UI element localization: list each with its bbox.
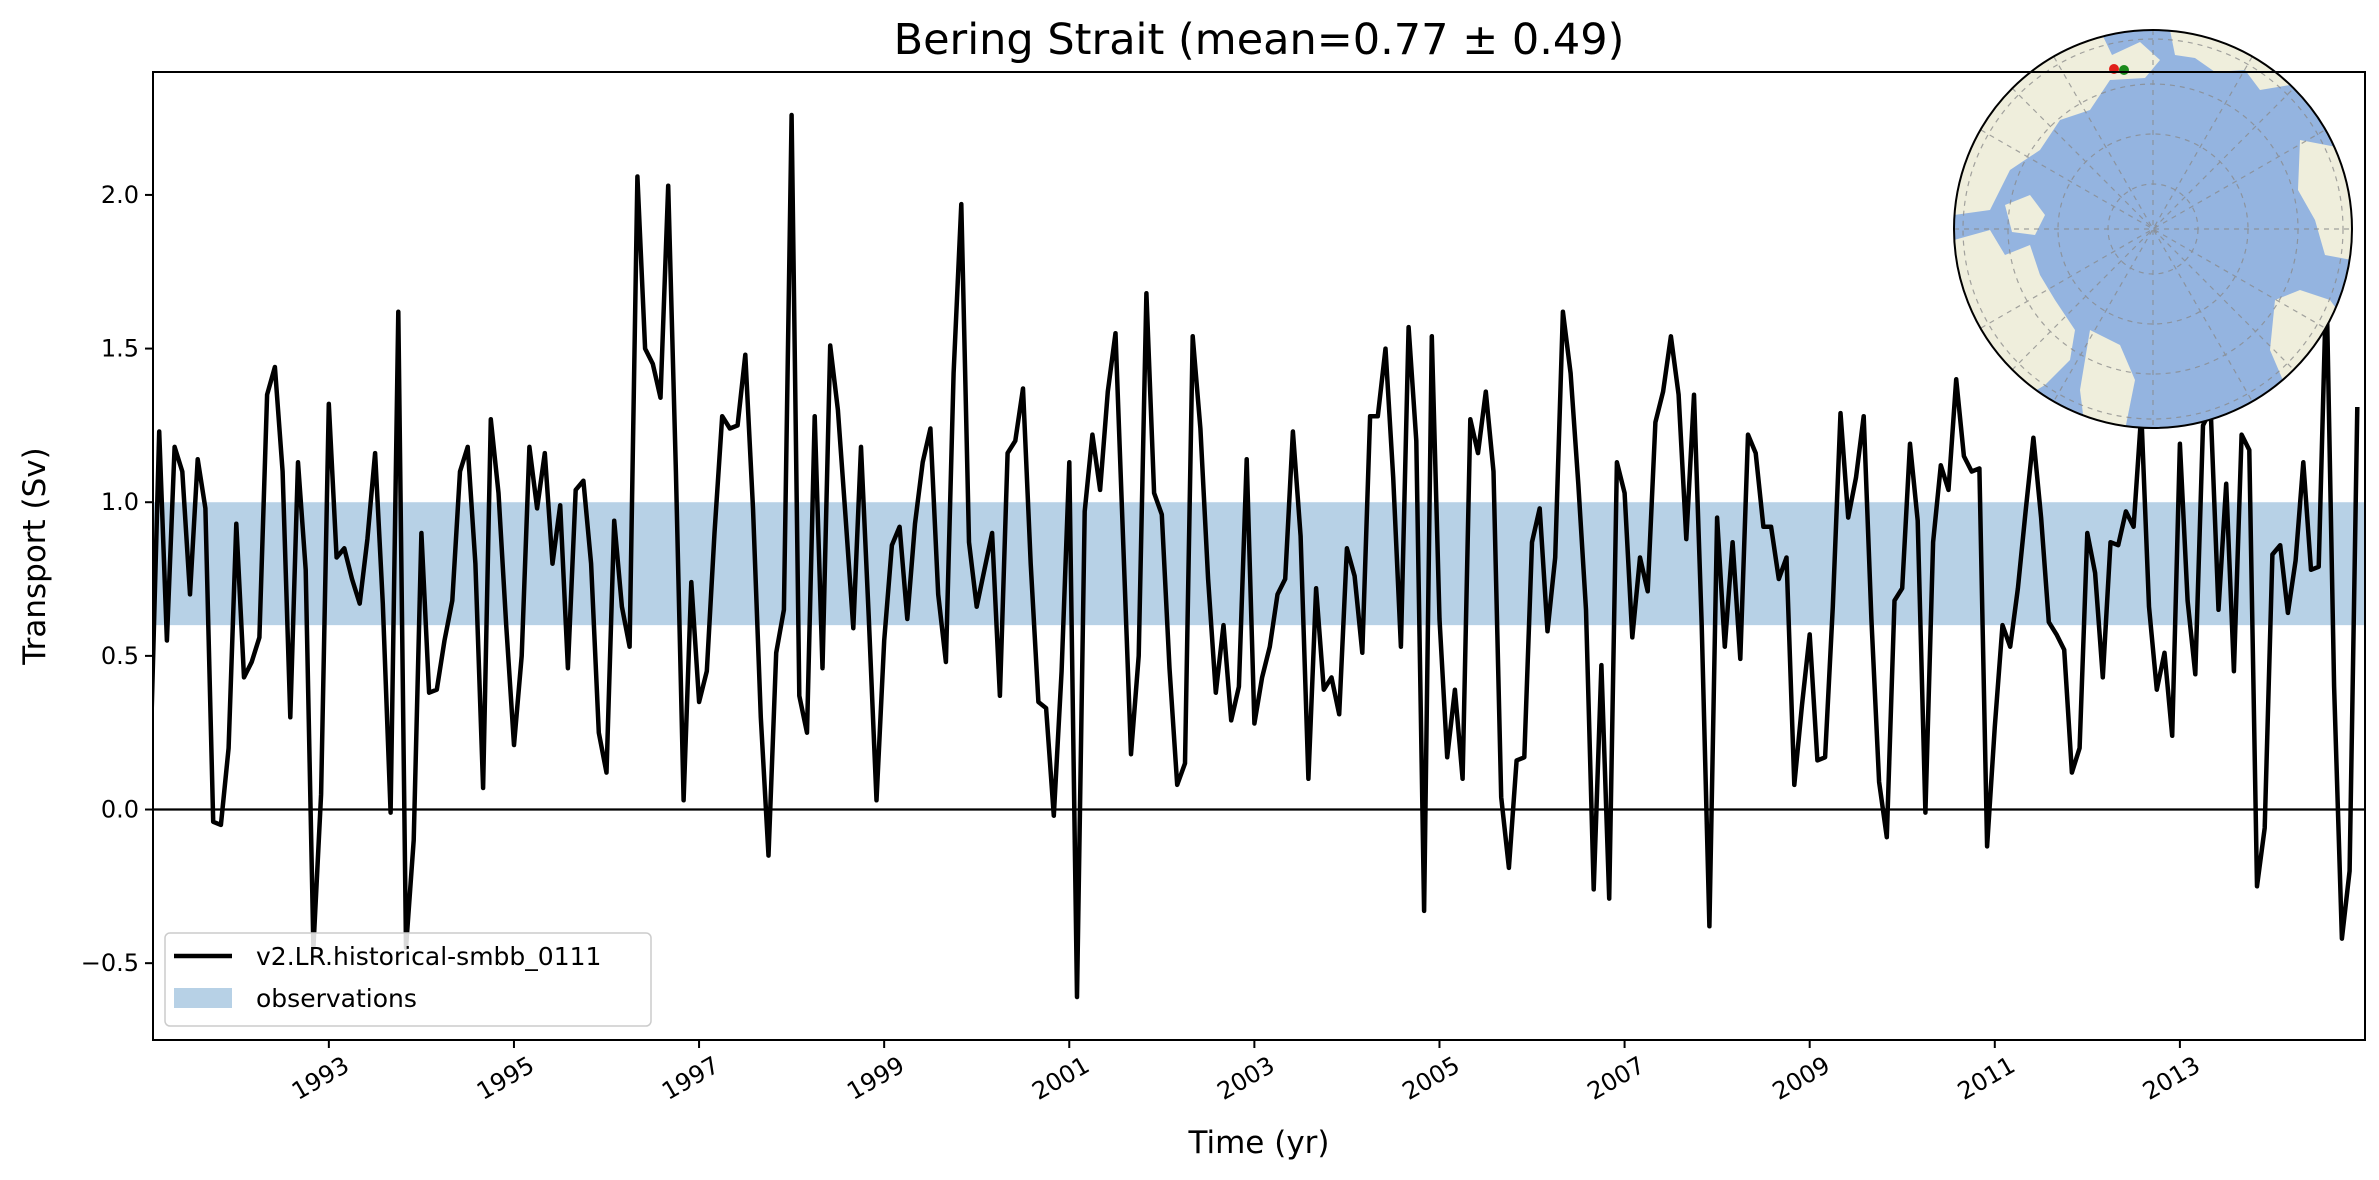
y-tick-label: 2.0 bbox=[101, 181, 139, 209]
legend-label-series: v2.LR.historical-smbb_0111 bbox=[256, 942, 601, 971]
legend: v2.LR.historical-smbb_0111 observations bbox=[165, 933, 651, 1026]
map-marker-green bbox=[2119, 65, 2129, 75]
x-tick-label: 1995 bbox=[472, 1051, 539, 1106]
y-axis-label: Transport (Sv) bbox=[17, 447, 53, 666]
x-tick-label: 2007 bbox=[1583, 1051, 1650, 1106]
y-axis: −0.5 0.0 0.5 1.0 1.5 2.0 bbox=[81, 181, 153, 977]
y-tick-label: 1.5 bbox=[101, 335, 139, 363]
y-tick-label: 1.0 bbox=[101, 488, 139, 516]
y-tick-label: −0.5 bbox=[81, 949, 139, 977]
x-tick-label: 1997 bbox=[657, 1051, 724, 1106]
legend-label-observations: observations bbox=[256, 984, 417, 1013]
x-tick-label: 2013 bbox=[2138, 1051, 2205, 1106]
x-tick-label: 2009 bbox=[1768, 1051, 1835, 1106]
transport-chart: Bering Strait (mean=0.77 ± 0.49) bbox=[0, 0, 2379, 1180]
x-axis: 1993 1995 1997 1999 2001 2003 2005 2007 2009 2011… bbox=[287, 1040, 2205, 1106]
legend-patch-swatch bbox=[174, 988, 232, 1008]
x-tick-label: 2005 bbox=[1398, 1051, 1465, 1106]
x-axis-label: Time (yr) bbox=[1188, 1125, 1330, 1161]
x-tick-label: 1999 bbox=[842, 1051, 909, 1106]
y-tick-label: 0.5 bbox=[101, 642, 139, 670]
x-tick-label: 2003 bbox=[1212, 1051, 1279, 1106]
x-tick-label: 1993 bbox=[287, 1051, 354, 1106]
x-tick-label: 2001 bbox=[1027, 1051, 1094, 1106]
x-tick-label: 2011 bbox=[1953, 1051, 2020, 1106]
y-tick-label: 0.0 bbox=[101, 796, 139, 824]
inset-polar-map bbox=[1954, 30, 2360, 430]
chart-title: Bering Strait (mean=0.77 ± 0.49) bbox=[894, 15, 1625, 65]
